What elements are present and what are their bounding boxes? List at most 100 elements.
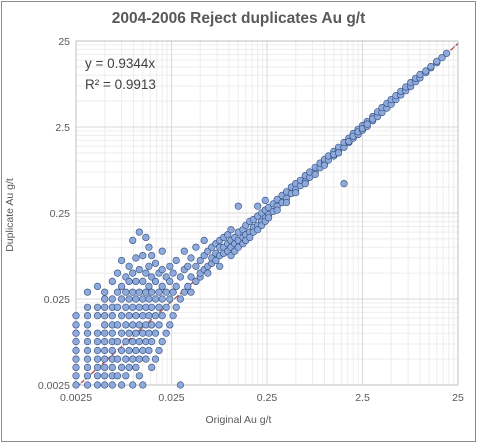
data-point-30: [101, 381, 109, 389]
data-point-11: [83, 363, 92, 372]
data-point-237: [261, 196, 269, 204]
data-point-129: [148, 321, 156, 329]
data-point-89: [129, 269, 137, 277]
data-point-28: [93, 303, 102, 311]
data-point-104: [135, 266, 143, 274]
data-point-46: [108, 346, 116, 355]
data-point-184: [200, 236, 208, 244]
data-point-148: [158, 282, 166, 291]
data-point-255: [292, 189, 300, 197]
data-point-135: [151, 329, 160, 337]
data-point-161: [169, 269, 177, 277]
data-point-44: [108, 363, 116, 372]
data-point-118: [142, 269, 150, 277]
data-point-84: [129, 355, 137, 363]
data-point-24: [93, 346, 102, 355]
data-point-22: [93, 363, 102, 372]
data-point-130: [148, 303, 156, 311]
data-point-5: [72, 338, 80, 346]
data-point-79: [125, 312, 133, 320]
data-point-122: [145, 312, 153, 320]
data-point-61: [117, 381, 126, 389]
data-point-78: [125, 329, 133, 337]
data-point-83: [129, 381, 137, 389]
data-point-41: [101, 288, 109, 296]
data-point-214: [234, 202, 242, 210]
data-point-21: [93, 372, 102, 380]
data-point-6: [72, 329, 80, 337]
data-point-172: [184, 262, 192, 270]
data-point-88: [129, 288, 137, 296]
data-point-146: [158, 312, 166, 320]
data-point-31: [101, 372, 109, 380]
data-point-141: [155, 321, 163, 329]
data-point-95: [132, 295, 140, 303]
trendline-r-squared: R² = 0.9913: [85, 77, 156, 92]
data-point-100: [135, 338, 143, 346]
x-tick-label-0: 0.0025: [60, 392, 92, 404]
data-point-36: [101, 329, 109, 337]
data-point-145: [158, 338, 166, 346]
data-point-85: [129, 338, 137, 346]
plot-area-border: [75, 40, 459, 386]
data-point-19: [83, 288, 92, 296]
data-point-173: [187, 288, 195, 296]
data-point-50: [108, 312, 116, 320]
data-point-196: [216, 262, 224, 270]
data-point-109: [139, 312, 147, 320]
data-point-153: [162, 288, 170, 296]
data-point-9: [83, 381, 92, 389]
data-point-166: [176, 295, 184, 303]
data-point-35: [101, 338, 109, 346]
data-point-278: [334, 149, 343, 157]
data-point-99: [135, 355, 143, 363]
data-point-4: [72, 346, 80, 355]
data-point-150: [158, 247, 166, 255]
data-point-68: [117, 256, 126, 265]
data-point-87: [129, 303, 137, 311]
data-point-260: [301, 180, 309, 188]
data-point-76: [125, 363, 133, 372]
data-point-15: [83, 329, 92, 337]
data-point-240: [265, 214, 273, 222]
data-point-102: [135, 303, 143, 311]
data-point-92: [132, 346, 140, 355]
data-point-162: [172, 303, 180, 311]
data-point-3: [72, 355, 80, 363]
x-tick-label-3: 2.5: [355, 392, 370, 404]
data-point-128: [148, 338, 156, 346]
data-point-56: [113, 338, 122, 346]
data-point-18: [83, 303, 92, 311]
data-point-58: [113, 303, 122, 311]
data-point-27: [93, 312, 102, 320]
data-point-98: [135, 372, 143, 380]
data-point-123: [145, 295, 153, 303]
data-point-20: [93, 381, 102, 389]
data-point-174: [187, 273, 195, 281]
data-point-147: [158, 295, 166, 303]
chart-title: 2004-2006 Reject duplicates Au g/t: [111, 10, 366, 27]
data-point-142: [155, 303, 163, 311]
data-point-165: [176, 381, 184, 389]
data-point-8: [72, 312, 80, 320]
data-point-91: [132, 363, 140, 372]
data-point-125: [145, 262, 153, 270]
data-point-34: [101, 346, 109, 355]
data-point-111: [139, 277, 147, 286]
data-point-152: [162, 303, 170, 311]
data-point-156: [166, 295, 174, 303]
data-point-245: [273, 206, 281, 214]
data-point-90: [129, 236, 137, 244]
data-point-29: [93, 282, 102, 291]
data-point-175: [187, 254, 195, 262]
data-point-149: [158, 266, 166, 274]
data-point-12: [83, 355, 92, 363]
data-point-55: [113, 355, 122, 363]
data-point-159: [169, 312, 177, 320]
data-point-10: [83, 372, 92, 380]
data-point-63: [117, 346, 126, 355]
y-tick-label-4: 25: [58, 36, 70, 48]
data-point-167: [176, 273, 184, 281]
data-point-86: [129, 321, 137, 329]
data-point-66: [117, 295, 126, 303]
